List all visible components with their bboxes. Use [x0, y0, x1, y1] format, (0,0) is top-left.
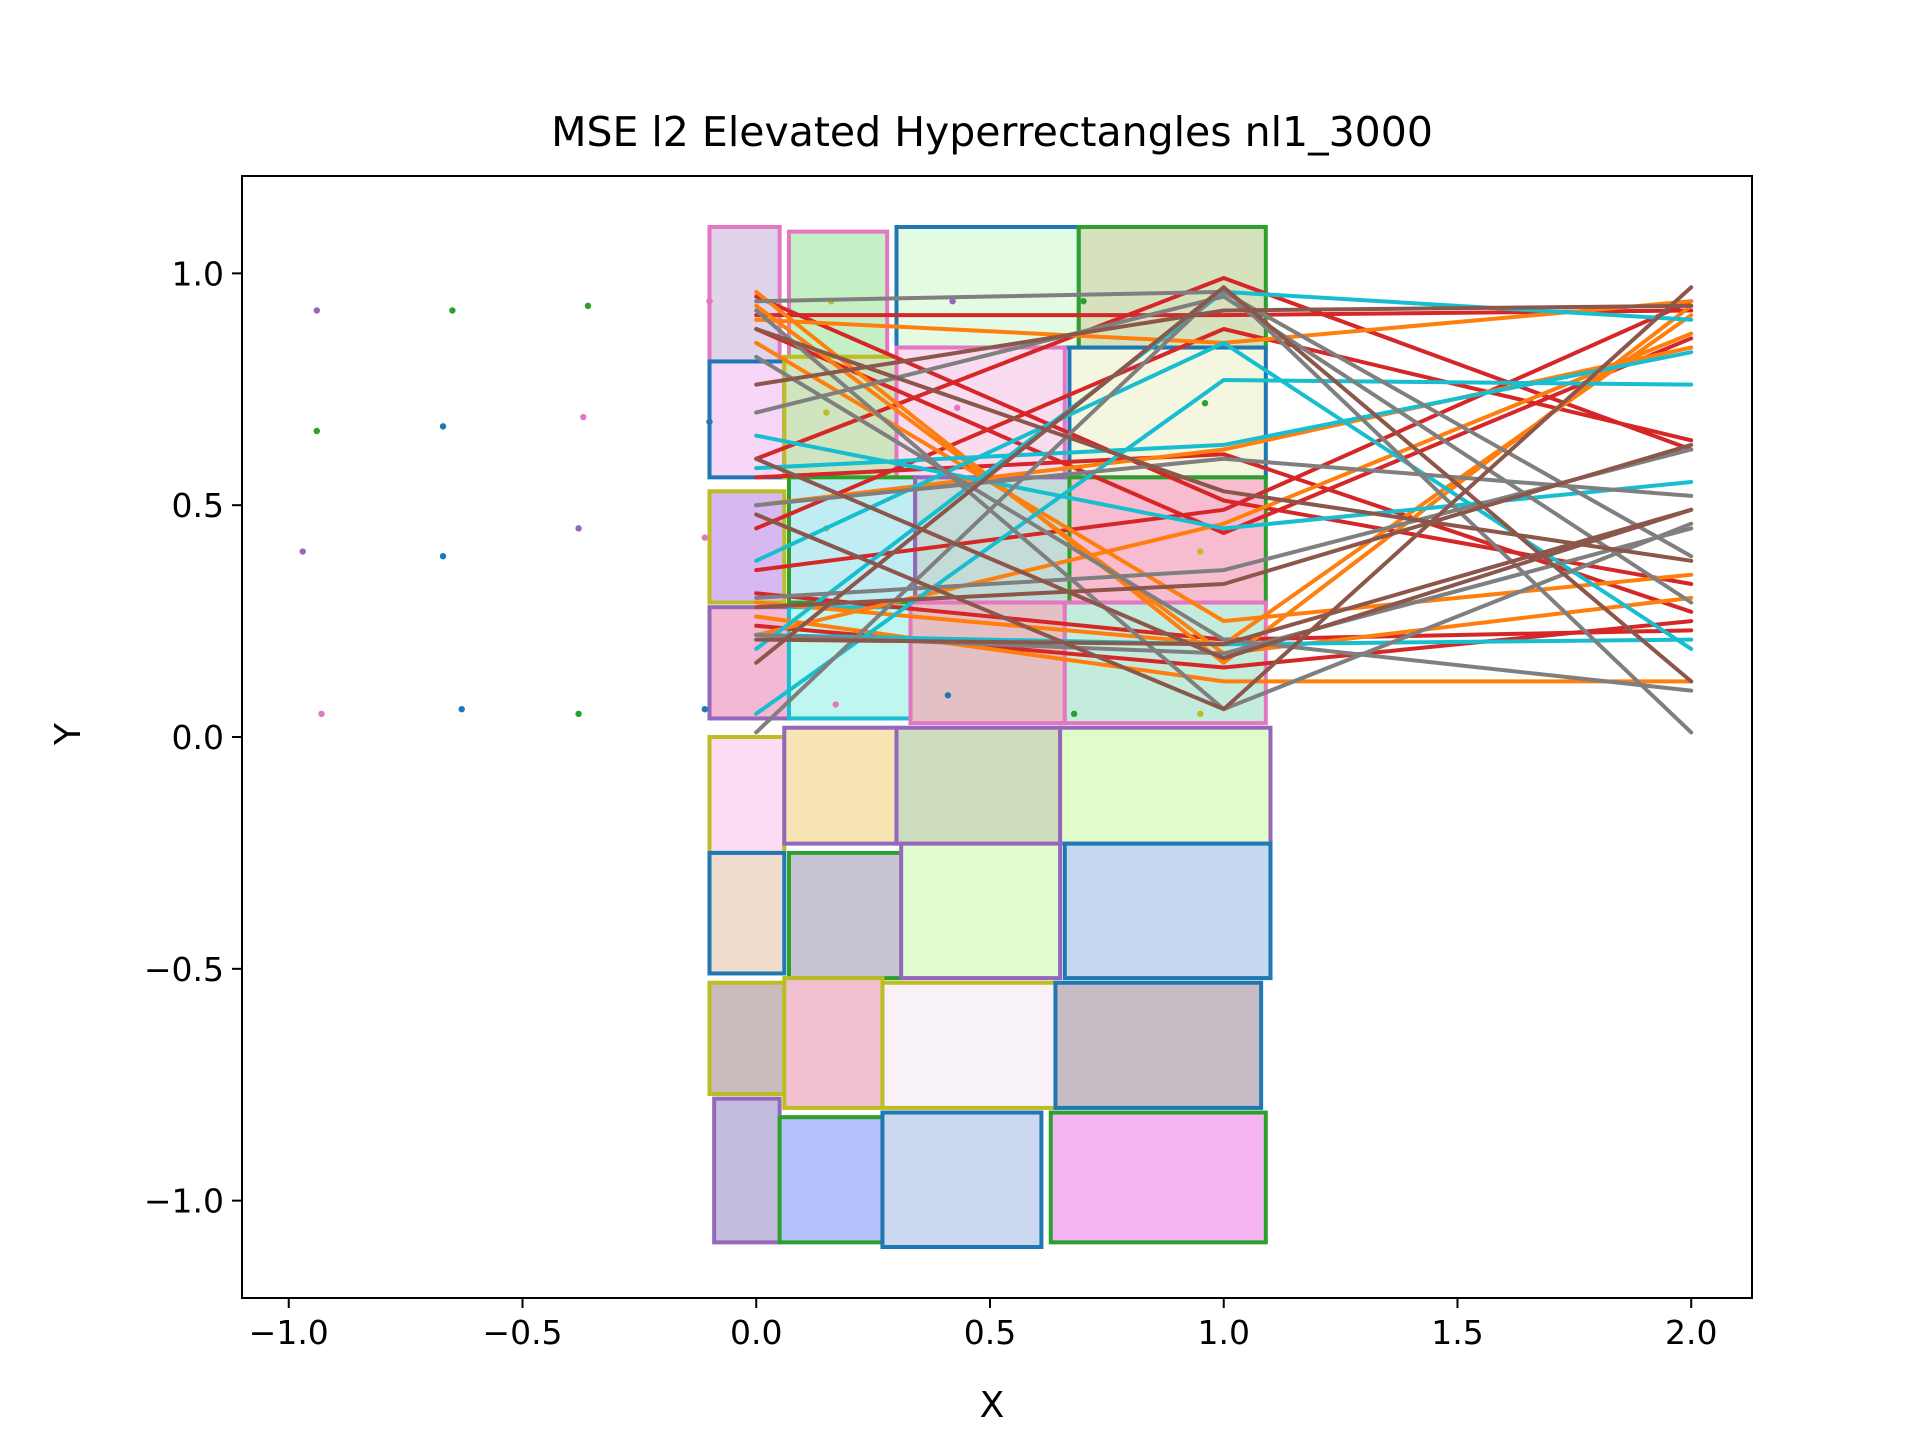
series-line-14 — [754, 340, 1694, 624]
series-line-37 — [754, 507, 1694, 647]
scatter-point-15 — [439, 552, 447, 560]
hyperrectangle-18 — [894, 725, 1063, 846]
scatter-point-8 — [439, 423, 447, 430]
scatter-point-23 — [701, 705, 709, 713]
y-tick-label-0: −1.0 — [144, 1182, 224, 1221]
scatter-point-11 — [823, 409, 830, 416]
y-tick-label-3: 0.5 — [172, 486, 224, 525]
hyperrectangle-16 — [707, 735, 787, 855]
series-line-29 — [754, 289, 1694, 559]
scatter-point-17 — [701, 534, 709, 541]
scatter-point-10 — [706, 418, 713, 425]
scatter-point-26 — [1070, 710, 1078, 718]
scatter-point-27 — [1197, 710, 1204, 718]
series-line-34 — [754, 442, 1694, 610]
hyperrectangle-0 — [707, 225, 782, 364]
series-line-22 — [754, 350, 1694, 471]
scatter-point-0 — [313, 307, 320, 314]
x-tick-label-5: 1.5 — [1431, 1313, 1483, 1352]
scatter-point-14 — [299, 548, 306, 555]
hyperrectangle-17 — [782, 725, 899, 846]
series-line-17 — [754, 433, 1694, 531]
scatter-point-7 — [313, 427, 320, 435]
series-line-33 — [754, 327, 1694, 563]
scatter-point-19 — [1197, 548, 1204, 555]
hyperrectangle-31 — [1048, 1110, 1268, 1245]
hyperrectangle-27 — [1053, 980, 1264, 1110]
chart-title: MSE l2 Elevated Hyperrectangles nl1_3000 — [551, 108, 1433, 156]
hyperrectangle-8 — [707, 489, 787, 605]
series-lines-layer — [754, 276, 1694, 735]
x-tick-label-1: −0.5 — [482, 1313, 562, 1352]
hyperrectangle-4 — [707, 359, 787, 480]
x-tick-label-3: 0.5 — [964, 1313, 1016, 1352]
hyperrectangle-25 — [782, 976, 885, 1110]
hyperrectangle-19 — [1058, 725, 1273, 846]
y-axis: −1.0 −0.5 0.0 0.5 1.0 — [144, 254, 242, 1221]
scatter-point-24 — [832, 701, 839, 708]
hyperrectangle-21 — [786, 850, 904, 981]
scatter-point-6 — [1080, 297, 1087, 305]
scatter-point-21 — [458, 705, 465, 713]
x-axis: −1.0 −0.5 0.0 0.5 1.0 1.5 2.0 — [249, 1298, 1717, 1352]
scatter-point-16 — [575, 525, 582, 532]
series-line-31 — [754, 285, 1694, 684]
series-line-28 — [754, 456, 1694, 508]
scatter-point-20 — [318, 710, 325, 718]
hyperrectangle-24 — [707, 980, 787, 1097]
series-line-27 — [754, 354, 1694, 693]
y-tick-label-1: −0.5 — [144, 950, 224, 989]
x-tick-label-6: 2.0 — [1665, 1313, 1717, 1352]
x-tick-label-4: 1.0 — [1197, 1313, 1249, 1352]
scatter-point-1 — [449, 307, 456, 314]
scatter-point-22 — [575, 710, 582, 718]
hyperrectangle-29 — [777, 1115, 885, 1245]
series-line-2 — [754, 299, 1694, 573]
x-tick-label-2: 0.0 — [730, 1313, 782, 1352]
scatter-point-2 — [584, 302, 592, 310]
hyperrectangle-1 — [786, 229, 890, 359]
y-tick-label-2: 0.0 — [172, 718, 224, 757]
series-line-36 — [754, 303, 1694, 387]
hyperrectangle-30 — [880, 1110, 1044, 1249]
hyperrectangle-26 — [880, 980, 1058, 1110]
series-line-7 — [754, 327, 1694, 535]
x-tick-label-0: −1.0 — [249, 1313, 329, 1352]
series-line-26 — [754, 294, 1694, 605]
scatter-point-12 — [954, 404, 961, 412]
y-tick-label-4: 1.0 — [172, 254, 224, 293]
scatter-point-25 — [944, 692, 952, 699]
series-line-35 — [754, 456, 1694, 661]
hyperrectangle-22 — [899, 841, 1063, 981]
hyperrectangle-28 — [712, 1096, 782, 1245]
hyperrectangle-12 — [707, 605, 791, 721]
y-axis-label: Y — [48, 722, 89, 746]
scatter-point-5 — [949, 297, 956, 305]
hyperrectangle-20 — [707, 850, 787, 976]
scatter-point-13 — [1201, 399, 1209, 407]
scatter-point-9 — [580, 413, 587, 421]
scatter-point-3 — [706, 297, 713, 305]
x-axis-label: X — [980, 1385, 1005, 1426]
hyperrectangle-11 — [1067, 475, 1268, 605]
hyperrectangle-23 — [1062, 841, 1273, 981]
series-line-32 — [754, 285, 1694, 712]
